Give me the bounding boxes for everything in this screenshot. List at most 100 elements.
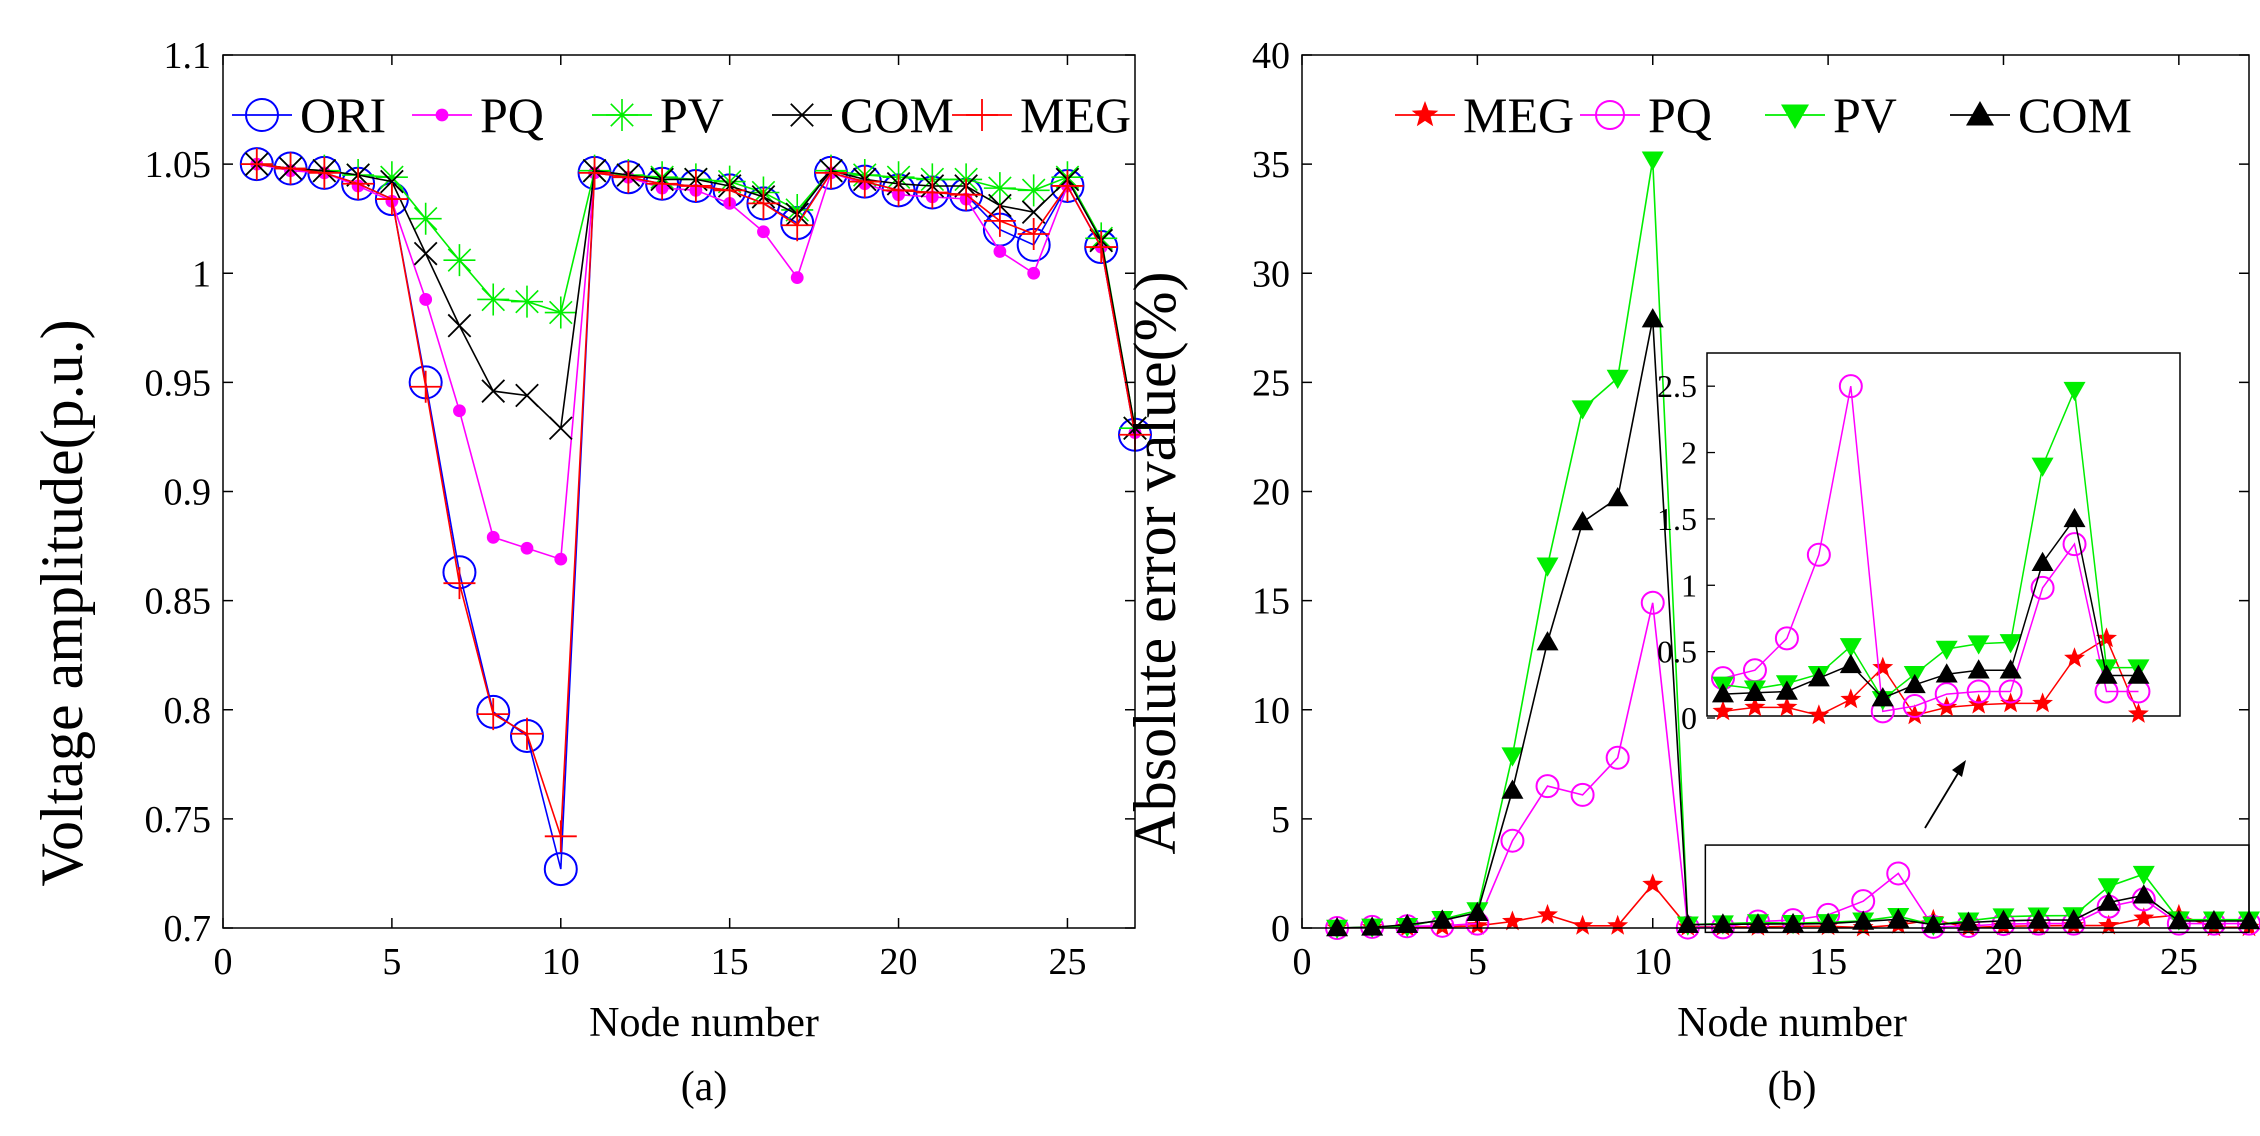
inset-data-point-meg (2032, 692, 2053, 713)
inset-data-point-pv (2063, 381, 2086, 402)
legend-entry-meg: MEG (952, 87, 1131, 143)
series-ori (239, 147, 1152, 887)
y-tick-label: 15 (1252, 581, 1290, 623)
data-point-pv (544, 296, 577, 329)
inset-data-point-meg (1744, 696, 1766, 717)
panel-a-caption: (a) (681, 1064, 728, 1110)
data-point-pv (1501, 747, 1524, 767)
y-tick-label: 0.95 (145, 362, 212, 404)
data-point-meg (1607, 914, 1629, 935)
inset-data-point-com (1967, 659, 1990, 679)
inset-data-point-pq (1838, 374, 1863, 399)
series-line-ori (256, 163, 1136, 870)
data-point-pq (419, 293, 433, 306)
data-point-meg (308, 156, 341, 189)
legend-label: MEG (1020, 87, 1131, 143)
y-tick-label: 0 (1271, 908, 1290, 950)
y-tick-label: 5 (1271, 799, 1290, 841)
y-tick-label: 25 (1252, 362, 1290, 404)
legend-marker (790, 103, 814, 127)
data-point-pq (790, 271, 804, 285)
data-point-meg (1537, 903, 1558, 924)
x-tick-label: 5 (382, 941, 401, 983)
y-tick-label: 40 (1252, 35, 1290, 77)
y-tick-label: 0.8 (164, 690, 212, 732)
inset-data-point-meg (2128, 703, 2149, 723)
panel-a-legend: ORI PQ PV COM MEG (232, 87, 1131, 143)
data-point-pq (1500, 828, 1525, 853)
panel-b-x-axis-label: Node number (1677, 1000, 1907, 1046)
x-tick-label: 20 (1984, 941, 2022, 983)
inset-data-point-com (1999, 659, 2022, 679)
legend-entry-pq: PQ (412, 87, 544, 143)
panel-a-voltage-chart: 0 5 10 15 20 250.70.750.80.850.90.9511.051.1 … (29, 35, 1152, 1110)
data-point-pv (983, 172, 1016, 205)
inset-data-point-meg (1904, 704, 1926, 725)
data-point-pv (1641, 151, 1664, 171)
inset-data-point-com (2095, 664, 2118, 684)
data-point-meg (679, 169, 712, 202)
inset-data-point-pv (1839, 638, 1862, 658)
legend-label: PV (660, 87, 724, 143)
inset-data-point-pq (1934, 682, 1959, 707)
data-point-meg (781, 209, 814, 242)
data-point-meg (1051, 169, 1084, 202)
data-point-meg (950, 178, 983, 211)
data-point-com (447, 313, 472, 338)
data-point-pq (1570, 782, 1595, 807)
data-point-pv (2097, 878, 2120, 898)
data-point-com (548, 416, 573, 441)
inset-data-point-pq (1806, 542, 1831, 567)
data-point-com (380, 169, 404, 194)
data-point-meg (511, 717, 543, 750)
data-point-pq (520, 541, 534, 555)
data-point-com (1641, 308, 1664, 328)
inset-data-point-meg (1840, 688, 1862, 709)
data-point-meg (612, 161, 645, 194)
inset-data-point-com (1711, 683, 1734, 703)
panel-b-zoom-inset: 0 0.5 1 1.5 2 2.5 (1657, 352, 2250, 934)
legend-label: COM (840, 87, 954, 143)
data-point-meg (713, 174, 746, 207)
legend-entry-pv: PV (592, 87, 724, 143)
inset-y-tick-label: 0.5 (1657, 634, 1697, 670)
legend-label: PV (1833, 87, 1897, 143)
data-point-pq (757, 225, 770, 239)
data-point-meg (544, 820, 577, 853)
panel-a-plot-area (239, 147, 1152, 887)
inset-data-point-meg (1936, 696, 1958, 717)
data-point-meg (2133, 907, 2155, 928)
inset-data-point-meg (2064, 647, 2085, 668)
x-tick-label: 10 (542, 941, 580, 983)
legend-label: COM (2018, 87, 2132, 143)
data-point-ori (543, 852, 578, 887)
x-tick-label: 15 (1809, 941, 1847, 983)
y-tick-label: 30 (1252, 253, 1290, 295)
data-point-com (1466, 901, 1489, 921)
legend-entry-com: COM (772, 87, 954, 143)
inset-data-point-meg (1808, 704, 1830, 725)
x-tick-label: 25 (2160, 941, 2198, 983)
data-point-com (1431, 909, 1454, 929)
data-point-com (1957, 911, 1980, 931)
series-pq (250, 157, 1142, 566)
data-point-meg (1572, 914, 1594, 935)
data-point-com (1326, 917, 1349, 937)
inset-data-point-com (2063, 507, 2086, 528)
panel-b-y-axis-label: Absolute error value(%) (1122, 271, 1188, 854)
data-point-pv (1571, 400, 1594, 420)
legend-label: MEG (1463, 87, 1574, 143)
data-point-meg (815, 156, 847, 189)
inset-data-point-com (2031, 551, 2054, 571)
y-tick-label: 0.9 (164, 472, 212, 514)
legend-marker (1966, 101, 1994, 126)
data-point-com (2132, 884, 2155, 904)
data-point-meg (477, 698, 510, 731)
y-tick-label: 1 (192, 253, 211, 295)
legend-entry-pq: PQ (1580, 87, 1712, 143)
data-point-com (1021, 200, 1046, 224)
y-tick-label: 1.1 (164, 35, 212, 77)
data-point-meg (1502, 910, 1523, 931)
